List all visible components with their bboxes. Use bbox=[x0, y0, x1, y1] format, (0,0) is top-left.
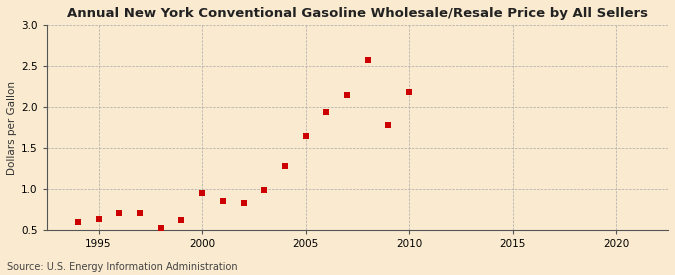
Point bbox=[383, 123, 394, 127]
Point bbox=[155, 226, 166, 230]
Point bbox=[259, 188, 269, 192]
Point bbox=[300, 133, 311, 138]
Point bbox=[93, 217, 104, 221]
Point bbox=[196, 191, 207, 195]
Title: Annual New York Conventional Gasoline Wholesale/Resale Price by All Sellers: Annual New York Conventional Gasoline Wh… bbox=[67, 7, 648, 20]
Point bbox=[134, 211, 145, 216]
Point bbox=[217, 199, 228, 203]
Point bbox=[238, 200, 249, 205]
Point bbox=[114, 211, 125, 216]
Point bbox=[404, 90, 414, 95]
Text: Source: U.S. Energy Information Administration: Source: U.S. Energy Information Administ… bbox=[7, 262, 238, 272]
Point bbox=[362, 57, 373, 62]
Point bbox=[72, 219, 83, 224]
Point bbox=[279, 164, 290, 168]
Point bbox=[321, 110, 331, 114]
Point bbox=[176, 218, 187, 222]
Point bbox=[342, 93, 352, 97]
Y-axis label: Dollars per Gallon: Dollars per Gallon bbox=[7, 81, 17, 175]
